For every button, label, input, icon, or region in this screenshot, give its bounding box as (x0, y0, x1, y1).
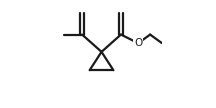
Text: O: O (134, 38, 142, 48)
